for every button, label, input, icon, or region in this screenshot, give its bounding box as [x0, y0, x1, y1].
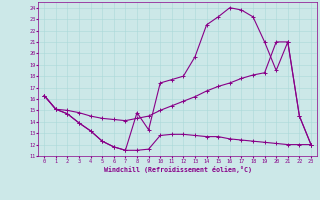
X-axis label: Windchill (Refroidissement éolien,°C): Windchill (Refroidissement éolien,°C) [104, 166, 252, 173]
